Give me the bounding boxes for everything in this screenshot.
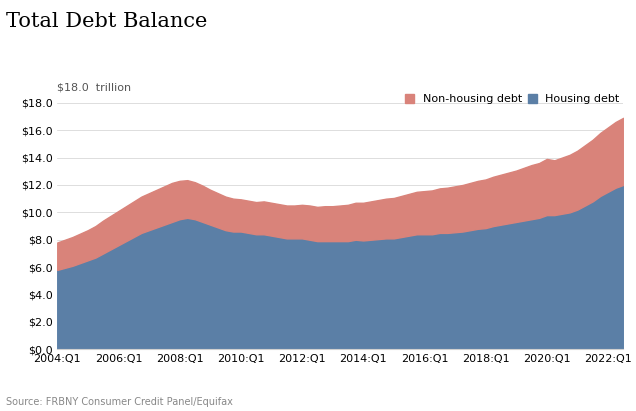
Text: $18.0  trillion: $18.0 trillion (57, 83, 132, 92)
Text: Source: FRBNY Consumer Credit Panel/Equifax: Source: FRBNY Consumer Credit Panel/Equi… (6, 397, 233, 407)
Legend: Non-housing debt, Housing debt: Non-housing debt, Housing debt (401, 90, 624, 109)
Text: Total Debt Balance: Total Debt Balance (6, 12, 208, 31)
